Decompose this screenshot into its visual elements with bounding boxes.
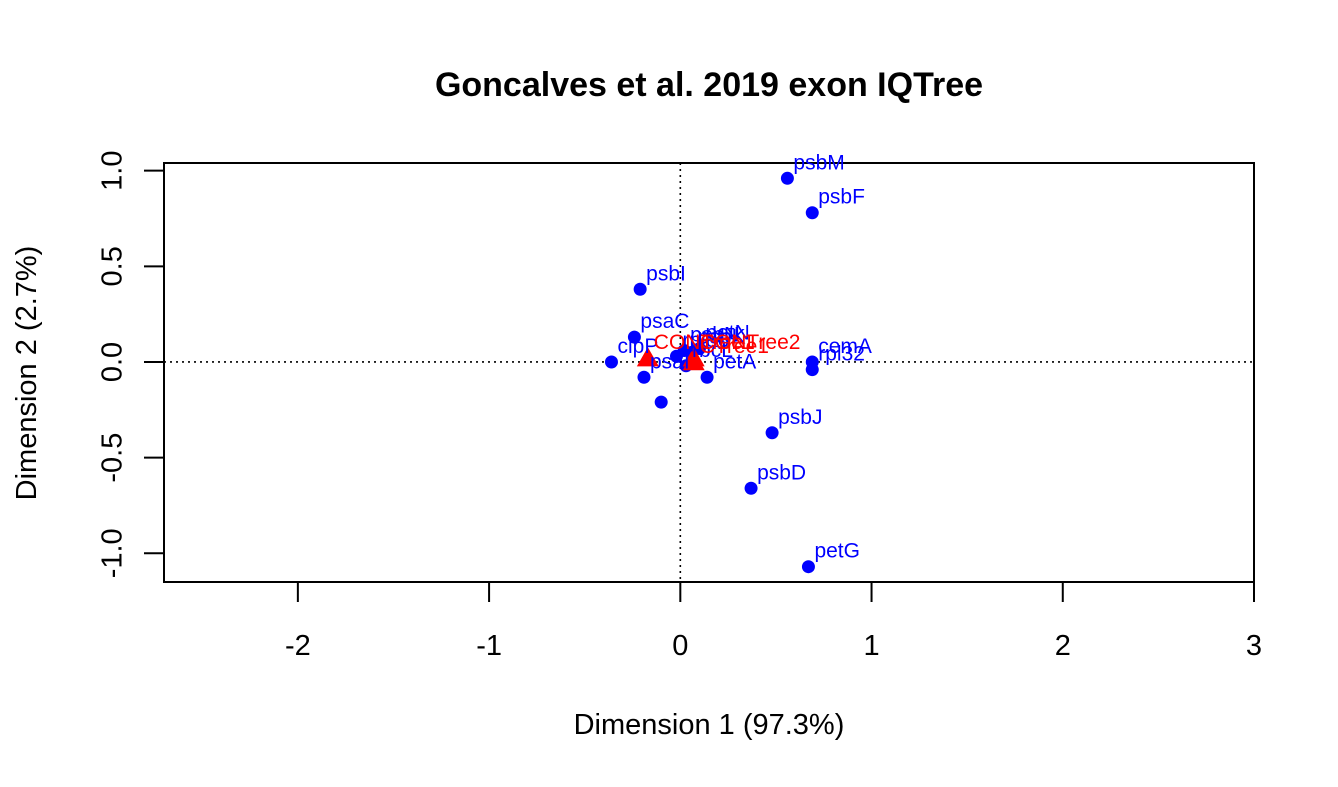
gene-point-marker [669,349,683,363]
chart-title: Goncalves et al. 2019 exon IQTree [435,66,983,104]
y-tick-label: -1.0 [97,528,129,578]
gene-point-marker [604,355,618,369]
gene-point-label: petN [705,322,749,345]
gene-point-label: rpl36 [682,329,729,352]
axes: -2 -1 0 1 2 3 -1.0 -0.5 0.0 0.5 1.0 [97,150,1262,662]
tree-point-label: CONTree1 [654,331,755,354]
tree-point-marker [682,350,705,371]
gene-point-label: cemA [818,335,872,358]
gene-point-label: psbI [646,262,686,285]
gene-point-marker [627,330,641,344]
x-tick-label: 3 [1246,630,1262,662]
y-tick-label: 0.0 [97,342,129,382]
gene-point-label: petG [814,540,860,563]
gene-point-marker [700,370,714,384]
x-tick-label: -1 [476,630,502,662]
y-tick-label: 1.0 [97,150,129,190]
x-tick-label: 1 [863,630,879,662]
gene-point-marker [765,426,779,440]
gene-point-label: psbF [818,186,865,209]
gene-point-marker [805,363,819,377]
gene-point-marker [805,206,819,220]
gene-point-label: psaC [640,310,689,333]
x-axis-label: Dimension 1 (97.3%) [574,709,845,741]
gene-point-marker [633,282,647,296]
gene-point-label: rpl32 [818,343,865,366]
gene-point-marker [744,481,758,495]
gene-point-label: petA [713,350,756,373]
x-tick-label: 2 [1055,630,1071,662]
gene-point-label: psbD [757,461,806,484]
tree-point-marker [636,347,659,367]
gene-point-marker [801,560,815,574]
gene-point-label: psbM [793,151,844,174]
gene-point-marker [637,370,651,384]
gene-point-label: rbcL [692,339,733,362]
y-tick-label: -0.5 [97,433,129,483]
x-tick-label: 0 [672,630,688,662]
y-tick-label: 0.5 [97,246,129,286]
tree-point-label: CONTree2 [700,331,801,354]
gene-point-marker [780,171,794,185]
x-tick-label: -2 [285,630,311,662]
gene-point-label: psaI [650,350,690,373]
gene-point-marker [654,395,668,409]
gene-point-label: psbN [690,323,739,346]
tree-point-label: CTree1 [700,335,769,358]
gene-point-label: clpP [617,335,658,358]
y-axis-label: Dimension 2 (2.7%) [11,246,43,501]
gene-point-label: psbJ [778,406,822,429]
gene-point-label: psbK [698,325,746,348]
